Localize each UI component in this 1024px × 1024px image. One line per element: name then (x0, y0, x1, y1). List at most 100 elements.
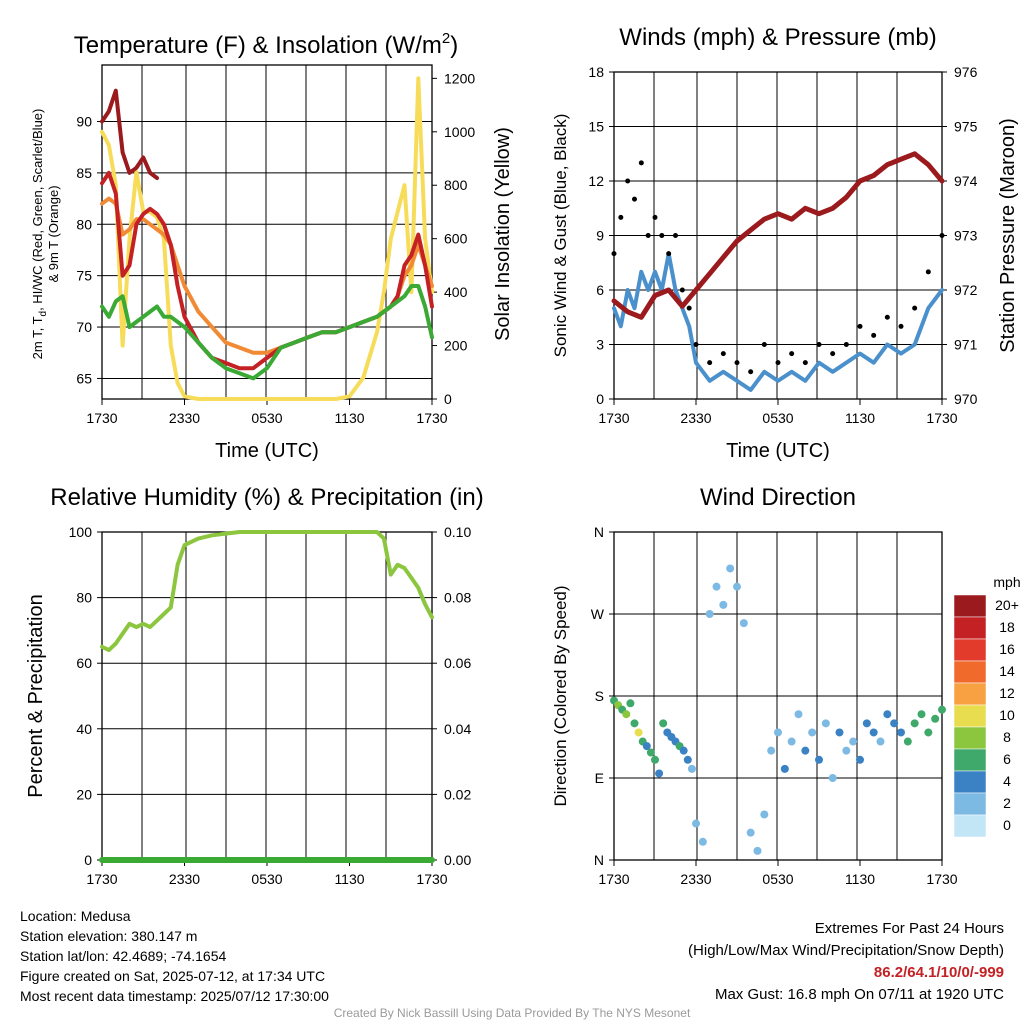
colorbar-label: 16 (999, 641, 1015, 657)
gust-point (857, 323, 863, 329)
y-tick-label-left: 80 (76, 590, 92, 606)
x-tick-label: 2330 (680, 871, 711, 887)
x-tick-label: 1130 (334, 871, 364, 887)
x-tick-label: 2330 (169, 871, 200, 887)
series-line-2 (100, 170, 434, 371)
y-tick-label-right: 400 (444, 284, 468, 300)
created-text: Figure created on Sat, 2025-07-12, at 17… (20, 968, 326, 984)
credit-text: Created By Nick Bassill Using Data Provi… (333, 1006, 691, 1020)
colorbar-swatch (953, 726, 987, 750)
direction-point (931, 714, 940, 723)
direction-point (733, 582, 741, 591)
plot-frame (101, 64, 433, 400)
y-tick-label-right: 600 (444, 231, 468, 247)
y-tick-label-left: 90 (76, 114, 92, 130)
y-tick-label-left: W (591, 606, 605, 622)
direction-point (869, 728, 878, 737)
series-line-3 (100, 284, 434, 381)
direction-point (692, 819, 700, 828)
gust-point (679, 287, 685, 293)
colorbar-label: 20+ (995, 597, 1019, 613)
y-tick-label-left: 100 (69, 524, 93, 540)
y-tick-label-right: 0 (444, 391, 452, 407)
gust-point (925, 269, 931, 275)
x-tick-label: 1130 (845, 871, 875, 887)
direction-point (876, 737, 885, 746)
y-tick-label-right: 200 (444, 338, 468, 354)
direction-point (938, 705, 946, 714)
chart-title: Winds (mph) & Pressure (mb) (619, 24, 936, 51)
gust-point (707, 360, 713, 366)
y-tick-label-left: 40 (76, 721, 92, 737)
colorbar-label: 18 (999, 619, 1015, 635)
direction-point (630, 719, 639, 728)
series-line-4 (100, 88, 159, 180)
series-line-station-pressure (611, 151, 945, 320)
direction-point (856, 755, 864, 764)
colorbar-swatch (953, 594, 987, 618)
colorbar-swatch (953, 704, 987, 728)
gust-point (666, 251, 672, 257)
y-tick-label-left: 85 (76, 165, 92, 181)
max-gust-text: Max Gust: 16.8 mph On 07/11 at 1920 UTC (714, 986, 1004, 1003)
x-tick-label: 0530 (762, 871, 793, 887)
x-tick-label: 1730 (598, 871, 629, 887)
colorbar-swatch (953, 814, 987, 838)
direction-point (897, 728, 905, 737)
x-tick-label: 1130 (334, 410, 364, 426)
gust-point (673, 233, 678, 238)
direction-point (774, 728, 782, 737)
colorbar-label: 12 (999, 685, 1015, 701)
direction-point (642, 742, 651, 751)
colorbar-swatch (953, 638, 987, 662)
gust-point (775, 360, 781, 366)
gust-point (645, 233, 651, 238)
x-tick-label: 1730 (416, 410, 447, 426)
colorbar-label: 8 (1003, 729, 1011, 745)
direction-point (801, 746, 810, 755)
direction-point (683, 755, 692, 764)
direction-point (821, 719, 830, 728)
y-tick-label-right: 971 (954, 337, 978, 353)
gust-point (693, 342, 699, 347)
y-tick-label-left: E (595, 770, 604, 786)
x-tick-label: 1730 (86, 410, 117, 426)
plot-frame (101, 531, 433, 861)
series-line-0 (100, 76, 434, 401)
latlon-text: Station lat/lon: 42.4689; -74.1654 (20, 948, 227, 964)
direction-point (890, 719, 899, 728)
direction-point (746, 828, 755, 837)
y-tick-label-left: 80 (76, 216, 92, 232)
gust-point (761, 342, 767, 347)
y-axis-label-left: Percent & Precipitation (25, 594, 47, 797)
direction-point (705, 610, 714, 618)
x-tick-label: 1730 (416, 871, 447, 887)
location-text: Location: Medusa (20, 908, 131, 924)
x-tick-label: 1730 (598, 410, 629, 426)
y-tick-label-right: 0.08 (444, 590, 471, 606)
x-tick-label: 1730 (86, 871, 117, 887)
colorbar-label: 14 (999, 663, 1015, 679)
x-tick-label: 1130 (845, 410, 875, 426)
direction-point (726, 564, 735, 573)
direction-point (712, 582, 721, 591)
y-tick-label-left: 0 (596, 391, 604, 407)
direction-point (780, 764, 789, 773)
extremes-panel: Extremes For Past 24 Hours (High/Low/Max… (688, 918, 1004, 1006)
y-tick-label-left: 18 (588, 64, 604, 80)
gust-point (734, 360, 740, 366)
y-axis-label-left: Direction (Colored By Speed) (551, 585, 570, 806)
direction-point (634, 728, 643, 737)
direction-point (767, 746, 776, 755)
x-axis-label: Time (UTC) (215, 440, 319, 462)
y-tick-label-right: 0.02 (444, 786, 471, 802)
direction-point (917, 710, 926, 719)
y-tick-label-right: 974 (954, 173, 978, 189)
direction-point (760, 810, 769, 819)
extremes-values: 86.2/64.1/10/0/-999 (873, 964, 1004, 981)
direction-point (655, 769, 664, 778)
direction-point (659, 719, 668, 728)
colorbar-swatch (953, 660, 987, 684)
y-axis-label-left: Sonic Wind & Gust (Blue, Black) (551, 114, 570, 358)
y-tick-label-left: 9 (596, 228, 604, 244)
